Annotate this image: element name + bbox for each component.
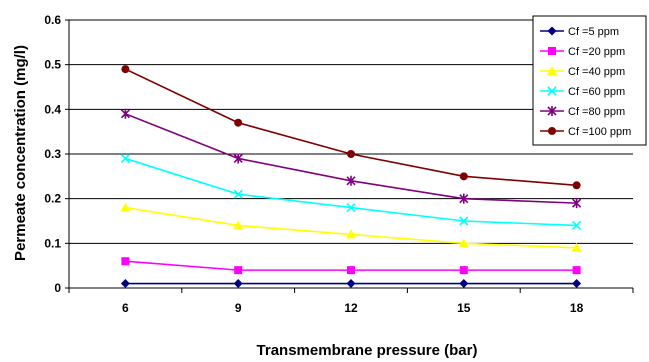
legend-label: Cf =60 ppm <box>568 86 625 98</box>
data-point <box>571 242 582 252</box>
data-point <box>233 189 243 199</box>
data-point <box>120 153 130 164</box>
data-point <box>121 65 130 74</box>
data-point <box>459 266 468 275</box>
y-tick-label: 0.1 <box>44 236 61 250</box>
legend-marker <box>547 86 557 96</box>
x-tick-label: 15 <box>457 301 471 315</box>
tick-labels: 0 0.1 0.2 0.3 0.4 0.5 0.6 6 9 12 15 18 <box>44 13 583 315</box>
y-tick-label: 0.4 <box>44 102 61 116</box>
data-point <box>120 202 131 212</box>
legend-label: Cf =20 ppm <box>568 46 625 58</box>
data-point <box>346 279 356 289</box>
data-point <box>234 118 243 127</box>
data-point <box>459 216 469 226</box>
legend-marker <box>547 66 557 75</box>
series-line <box>125 206 577 249</box>
data-point <box>120 108 130 119</box>
data-point <box>346 203 356 213</box>
series-cf-5-ppm <box>120 279 582 289</box>
y-tick-label: 0.6 <box>44 13 61 27</box>
legend-label: Cf =5 ppm <box>568 26 619 38</box>
legend-label: Cf =100 ppm <box>568 126 631 138</box>
data-point <box>233 153 243 164</box>
series-line <box>125 68 577 187</box>
legend-item: Cf =80 ppm <box>540 106 625 118</box>
series-cf-100-ppm <box>121 65 581 190</box>
legend-item: Cf =5 ppm <box>540 26 619 38</box>
data-point <box>572 279 582 289</box>
data-point <box>458 238 469 248</box>
data-point <box>459 172 468 181</box>
series-cf-40-ppm <box>120 202 582 252</box>
series-cf-80-ppm <box>120 108 582 209</box>
data-point <box>572 181 581 190</box>
series-line <box>125 113 577 204</box>
legend-marker <box>547 26 557 36</box>
x-tick-label: 12 <box>344 301 358 315</box>
data-point <box>572 198 582 209</box>
series-cf-60-ppm <box>120 153 582 231</box>
data-point <box>234 266 243 275</box>
y-tick-label: 0.3 <box>44 147 61 161</box>
legend: Cf =5 ppm Cf =20 ppm Cf =40 ppm Cf =60 ppm C… <box>532 15 647 146</box>
data-point <box>233 220 244 230</box>
legend-item: Cf =100 ppm <box>540 126 631 138</box>
y-tick-label: 0 <box>54 281 61 295</box>
legend-item: Cf =40 ppm <box>540 66 625 78</box>
data-point <box>346 175 356 186</box>
y-tick-label: 0.2 <box>44 192 61 206</box>
y-axis-title: Permeate concentration (mg/l) <box>12 45 29 261</box>
series-group <box>120 65 582 289</box>
y-tick-label: 0.5 <box>44 58 61 72</box>
data-point <box>233 279 243 289</box>
data-point <box>347 150 355 158</box>
legend-marker <box>548 47 556 55</box>
x-tick-label: 18 <box>570 301 584 315</box>
data-point <box>347 266 355 275</box>
data-point <box>121 257 130 266</box>
data-point <box>459 279 469 289</box>
data-point <box>572 266 581 275</box>
series-line <box>125 157 577 227</box>
data-point <box>120 279 130 289</box>
legend-marker <box>547 106 557 116</box>
legend-box <box>532 15 647 146</box>
data-point <box>572 220 582 231</box>
data-point <box>459 193 469 204</box>
legend-marker <box>548 127 556 135</box>
legend-label: Cf =80 ppm <box>568 106 625 118</box>
x-tick-label: 9 <box>235 301 242 315</box>
x-axis-title: Transmembrane pressure (bar) <box>257 342 478 359</box>
x-tick-label: 6 <box>122 301 129 315</box>
series-cf-20-ppm <box>121 257 581 275</box>
data-point <box>346 229 356 239</box>
legend-label: Cf =40 ppm <box>568 66 625 78</box>
legend-item: Cf =60 ppm <box>540 86 625 98</box>
legend-item: Cf =20 ppm <box>540 46 625 58</box>
